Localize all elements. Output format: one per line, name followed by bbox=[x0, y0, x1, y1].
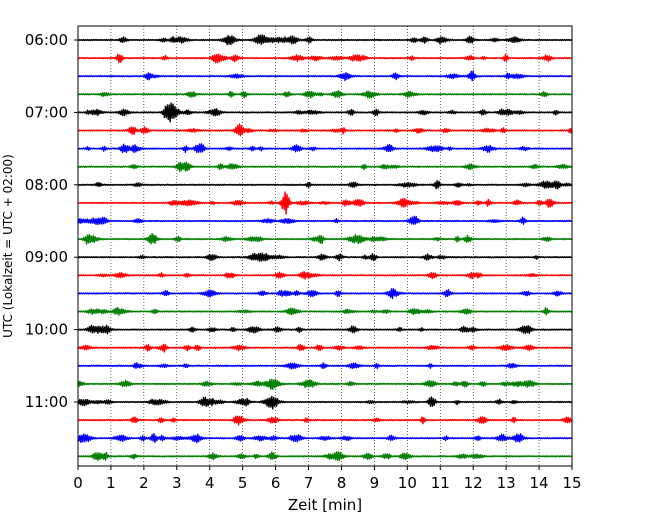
x-tick-label: 11 bbox=[431, 474, 450, 492]
trace-row-0630 bbox=[77, 70, 573, 82]
y-tick-label: 07:00 bbox=[25, 103, 68, 121]
trace-row-0900 bbox=[77, 252, 573, 262]
trace-row-0800 bbox=[77, 180, 573, 190]
y-tick-label: 11:00 bbox=[25, 393, 68, 411]
x-tick-label: 2 bbox=[139, 474, 149, 492]
trace-row-0600 bbox=[77, 34, 573, 46]
trace-row-0730 bbox=[77, 143, 573, 154]
x-tick-label: 9 bbox=[370, 474, 380, 492]
trace-row-1030 bbox=[77, 362, 573, 370]
x-tick-label: 7 bbox=[304, 474, 314, 492]
x-tick-label: 8 bbox=[337, 474, 347, 492]
x-tick-label: 14 bbox=[530, 474, 549, 492]
trace-row-0700 bbox=[77, 102, 573, 123]
x-tick-label: 10 bbox=[398, 474, 417, 492]
y-axis-label: UTC (Lokalzeit = UTC + 02:00) bbox=[1, 154, 15, 338]
trace-row-1115 bbox=[77, 415, 573, 426]
trace-row-0830 bbox=[77, 215, 573, 225]
trace-row-1145 bbox=[77, 451, 573, 462]
x-axis-ticks: 0 1 2 3 4 5 6 7 8 9 10 11 12 13 14 15 bbox=[73, 466, 582, 492]
plot-frame bbox=[77, 25, 573, 467]
trace-rows bbox=[77, 34, 573, 462]
x-tick-label: 3 bbox=[172, 474, 182, 492]
trace-row-0715 bbox=[77, 123, 573, 137]
y-tick-label: 06:00 bbox=[25, 31, 68, 49]
grid-lines bbox=[110, 26, 540, 466]
trace-row-1100 bbox=[77, 395, 573, 410]
trace-row-1130 bbox=[77, 433, 573, 444]
trace-row-0915 bbox=[77, 270, 573, 280]
x-tick-label: 13 bbox=[497, 474, 516, 492]
x-tick-label: 1 bbox=[106, 474, 116, 492]
trace-row-0945 bbox=[77, 306, 573, 316]
trace-row-0930 bbox=[77, 288, 573, 300]
x-tick-label: 0 bbox=[73, 474, 83, 492]
trace-row-1015 bbox=[77, 343, 573, 353]
trace-row-0615 bbox=[77, 53, 573, 64]
y-axis-ticks: 06:00 07:00 08:00 09:00 10:00 11:00 bbox=[25, 31, 78, 411]
x-tick-label: 4 bbox=[205, 474, 215, 492]
x-tick-label: 15 bbox=[562, 474, 581, 492]
trace-row-0815 bbox=[77, 191, 573, 215]
trace-row-1045 bbox=[77, 378, 573, 391]
trace-row-0645 bbox=[77, 89, 573, 99]
y-tick-label: 10:00 bbox=[25, 321, 68, 339]
trace-row-1000 bbox=[77, 324, 573, 335]
x-tick-label: 5 bbox=[238, 474, 248, 492]
trace-row-0845 bbox=[77, 232, 573, 245]
x-tick-label: 12 bbox=[464, 474, 483, 492]
x-tick-label: 6 bbox=[271, 474, 281, 492]
trace-row-0745 bbox=[77, 161, 573, 173]
y-tick-label: 09:00 bbox=[25, 248, 68, 266]
y-tick-label: 08:00 bbox=[25, 176, 68, 194]
x-axis-label: Zeit [min] bbox=[288, 496, 362, 514]
